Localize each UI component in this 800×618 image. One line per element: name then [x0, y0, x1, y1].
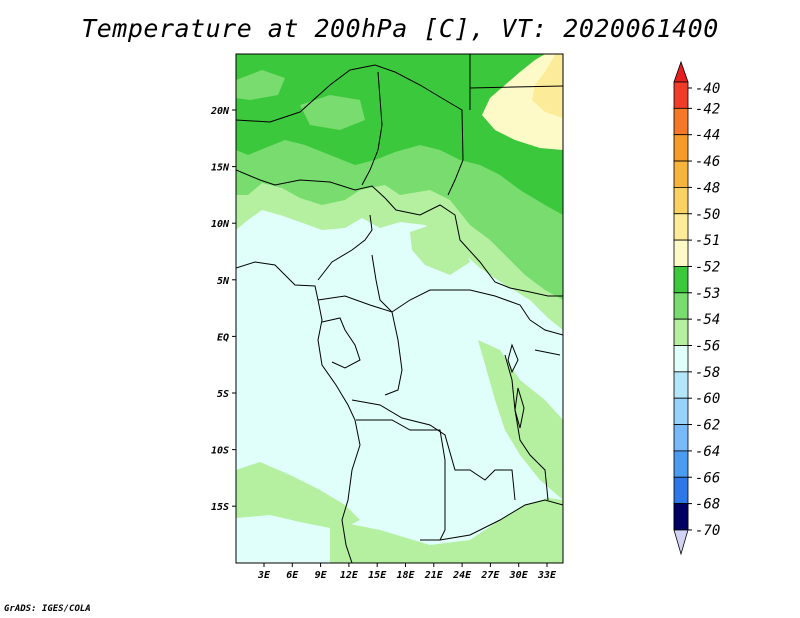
longitude-axis: 3E 6E 9E 12E 15E 18E 21E 24E 27E 30E 33E	[257, 563, 557, 581]
border-east	[504, 354, 549, 501]
colorbar-label: -50	[695, 207, 720, 223]
field-minus53-south-1	[236, 462, 360, 530]
colorbar-swatch	[673, 503, 689, 531]
colorbar-top-arrow	[673, 60, 689, 83]
lat-tick-label: 5N	[217, 276, 230, 287]
lat-tick-label: 20N	[210, 106, 230, 117]
coastline	[236, 261, 361, 563]
map-title: Temperature at 200hPa [C], VT: 202006140…	[81, 14, 719, 43]
colorbar-label: -46	[695, 154, 720, 170]
border-south	[356, 419, 446, 541]
field-patch-1	[300, 95, 365, 130]
lake-2	[514, 387, 525, 429]
colorbar-swatch	[673, 450, 689, 478]
colorbar-label: -54	[695, 312, 720, 328]
colorbar-swatch	[673, 318, 689, 346]
border-south-2	[439, 499, 563, 541]
colorbar-label: -64	[695, 444, 720, 460]
lat-tick-label: 10N	[211, 219, 230, 230]
colorbar-swatch	[673, 345, 689, 373]
border-north-3	[469, 54, 563, 110]
lon-tick-label: 18E	[396, 570, 415, 581]
lon-tick-label: 24E	[452, 570, 472, 581]
lon-tick-label: 3E	[257, 570, 271, 581]
border-drc-west	[351, 399, 516, 501]
border-sahel	[236, 169, 563, 297]
lon-tick-label: 12E	[340, 570, 359, 581]
lat-tick-label: 5S	[217, 389, 229, 400]
field-minus53-south-2	[330, 498, 563, 563]
field-minus53-east	[478, 340, 563, 500]
border-gabon	[321, 317, 361, 369]
colorbar-label: -62	[695, 418, 720, 434]
colorbar-label: -68	[695, 497, 720, 513]
lon-tick-label: 21E	[424, 570, 444, 581]
field-patch-2	[236, 70, 285, 100]
latitude-axis: 20N 15N 10N 5N EQ 5S 10S 15S	[210, 106, 236, 513]
lon-tick-label: 33E	[537, 570, 557, 581]
colorbar-label: -40	[695, 81, 720, 97]
lake-1	[507, 343, 519, 374]
colorbar-bottom-arrow	[673, 529, 689, 556]
colorbar-label: -53	[695, 286, 720, 302]
credit-label: GrADS: IGES/COLA	[4, 604, 91, 614]
lat-tick-label: 15S	[211, 502, 229, 513]
lon-tick-label: 15E	[368, 570, 387, 581]
colorbar-label: -51	[695, 233, 720, 249]
colorbar-label: -42	[695, 101, 720, 117]
colorbar-swatch	[673, 81, 689, 109]
colorbar-label: -44	[695, 128, 720, 144]
colorbar-swatch	[673, 371, 689, 399]
colorbar-swatch	[673, 292, 689, 320]
colorbar-label: -70	[695, 523, 720, 539]
colorbar-swatch	[673, 186, 689, 215]
border-north	[236, 64, 464, 196]
colorbar-swatch	[673, 397, 689, 425]
colorbar-label: -58	[695, 365, 720, 381]
colorbar-swatch	[673, 107, 689, 136]
colorbar-label: -48	[695, 180, 720, 196]
colorbar-swatch	[673, 266, 689, 294]
map-frame	[235, 53, 564, 564]
colorbar-swatch	[673, 476, 689, 505]
country-borders	[236, 54, 563, 563]
colorbar-label: -60	[695, 391, 720, 407]
lat-tick-label: 15N	[211, 163, 230, 174]
colorbar-swatch	[673, 160, 689, 188]
field-patch-3	[410, 222, 470, 275]
border-east-2	[529, 319, 563, 356]
lon-tick-label: 30E	[509, 570, 529, 581]
lon-tick-label: 27E	[480, 570, 500, 581]
border-central	[317, 289, 531, 321]
border-cameroon	[317, 214, 373, 281]
colorbar-swatch	[673, 239, 689, 267]
lon-tick-label: 6E	[286, 570, 299, 581]
colorbar-label: -66	[695, 470, 720, 486]
colorbar-label: -52	[695, 259, 720, 275]
colorbar-swatch	[673, 134, 689, 162]
field-minus51	[236, 54, 563, 215]
border-north-2	[361, 71, 383, 186]
colorbar: -40 -42 -44 -46 -48 -50 -51 -52 -53 -54 -56 -58 -60 -…	[673, 60, 720, 556]
colorbar-swatch	[673, 424, 689, 452]
temperature-field	[236, 54, 563, 563]
lat-tick-label: EQ	[217, 332, 229, 343]
lat-tick-label: 10S	[211, 446, 229, 457]
colorbar-swatch	[673, 213, 689, 241]
lon-tick-label: 9E	[315, 570, 328, 581]
colorbar-label: -56	[695, 339, 720, 355]
border-central-2	[371, 254, 403, 396]
